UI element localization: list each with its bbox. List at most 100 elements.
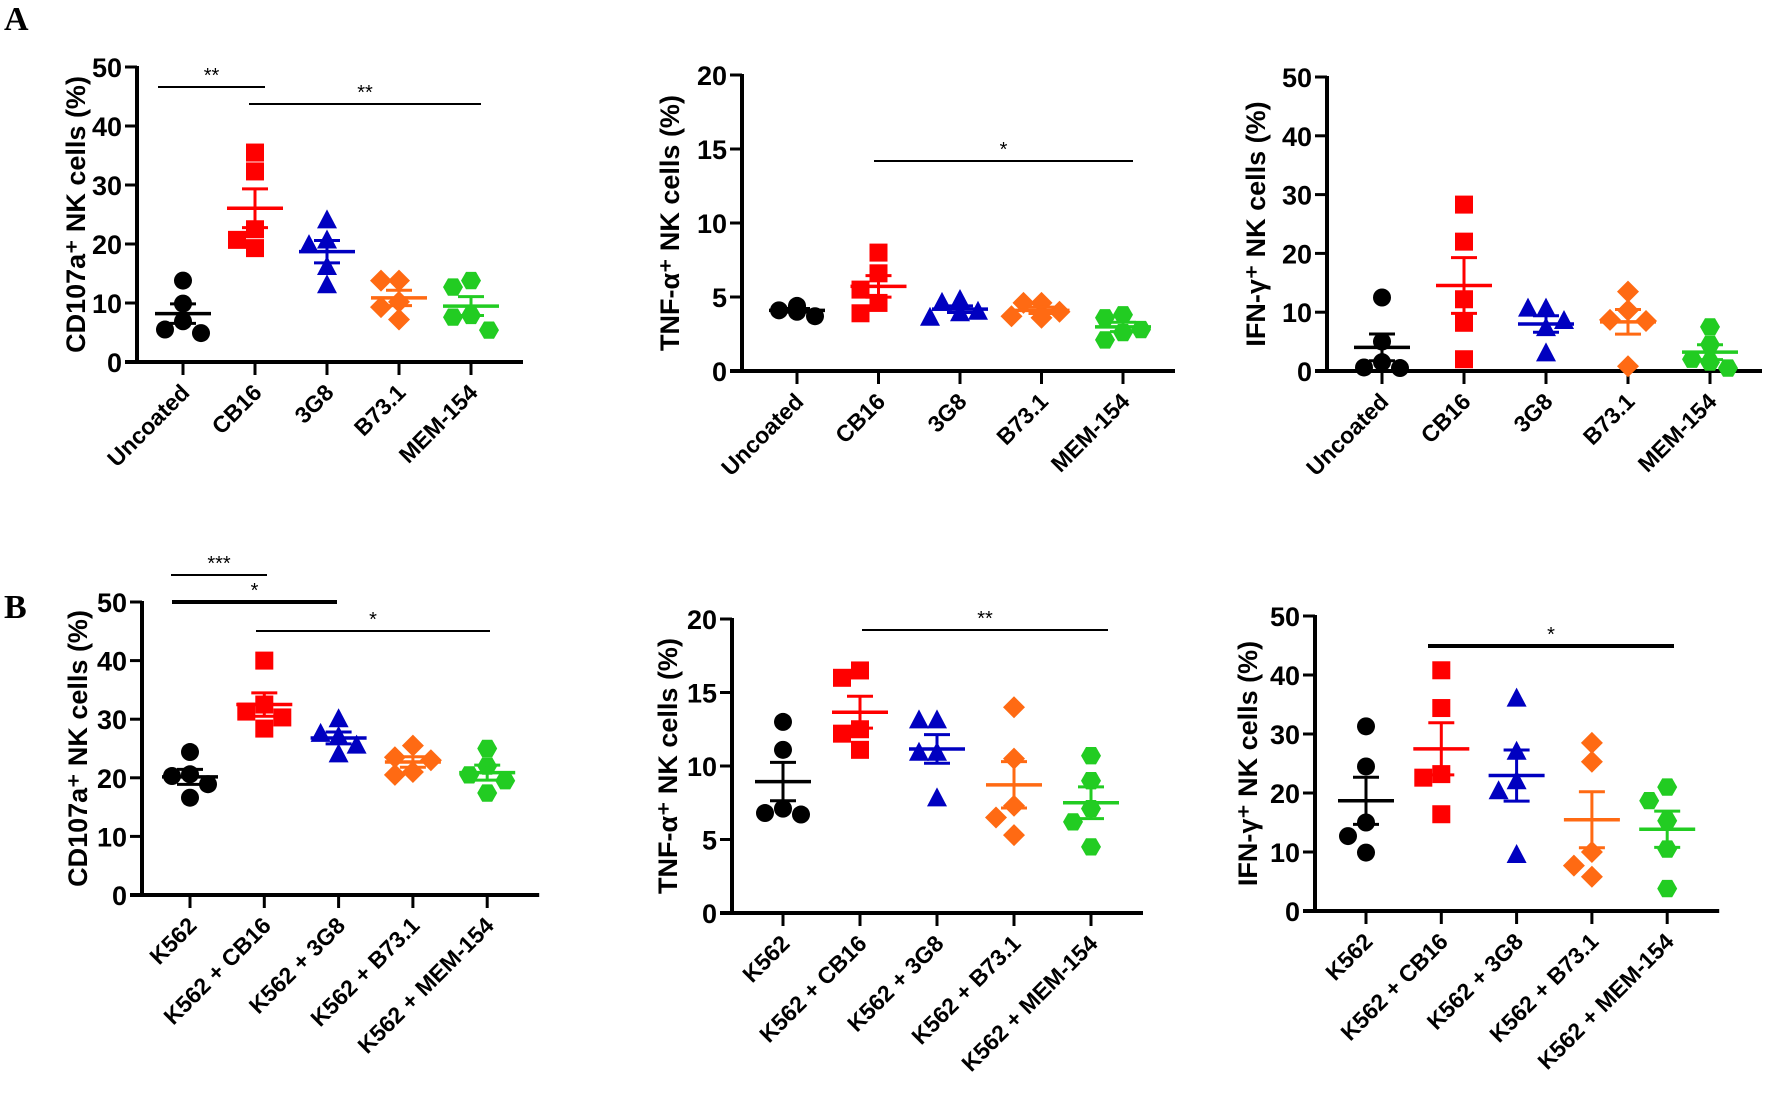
data-point-square: [1455, 232, 1473, 251]
data-point-triangle: [317, 229, 337, 249]
y-axis-label: CD107a⁺ NK cells (%): [61, 76, 91, 353]
y-tick-label: 50: [92, 53, 122, 83]
data-point-hexagon: [1657, 840, 1678, 858]
data-point-hexagon: [495, 772, 516, 790]
data-point-diamond: [1003, 696, 1025, 719]
x-tick-label: CB16: [830, 388, 890, 448]
y-tick-label: 0: [1285, 897, 1300, 927]
y-tick-label: 20: [697, 61, 727, 91]
data-point-square: [1432, 805, 1451, 824]
data-point-square: [1432, 661, 1451, 680]
data-point-square: [246, 162, 264, 181]
significance-label: *: [1547, 624, 1555, 646]
x-tick-label: CB16: [207, 379, 267, 439]
data-point-square: [246, 239, 264, 258]
data-point-diamond: [1562, 854, 1585, 877]
data-point-square: [228, 230, 246, 249]
data-point-square: [246, 220, 264, 239]
y-tick-label: 0: [107, 348, 122, 378]
data-point-circle: [199, 775, 217, 794]
y-axis-label: TNF-α⁺ NK cells (%): [655, 95, 685, 351]
data-point-diamond: [1580, 750, 1603, 773]
x-tick-label: 3G8: [289, 379, 338, 428]
data-point-hexagon: [443, 278, 463, 296]
data-point-square: [1455, 313, 1473, 332]
y-tick-label: 50: [97, 588, 127, 618]
data-point-triangle: [317, 274, 337, 294]
x-tick-label: K562 + MEM-154: [352, 912, 498, 1058]
y-axis-label: IFN-γ⁺ NK cells (%): [1233, 641, 1263, 886]
y-tick-label: 20: [97, 764, 127, 794]
data-point-hexagon: [1700, 353, 1720, 371]
y-tick-label: 0: [712, 357, 727, 387]
y-tick-label: 0: [702, 899, 717, 929]
data-point-diamond: [1580, 731, 1603, 754]
y-tick-label: 5: [702, 826, 717, 856]
x-tick-label: Uncoated: [716, 388, 808, 480]
x-tick-label: Uncoated: [102, 379, 194, 471]
data-point-diamond: [419, 749, 442, 772]
data-point-triangle: [927, 709, 947, 729]
data-point-diamond: [1617, 280, 1639, 303]
data-point-circle: [774, 740, 792, 759]
data-point-diamond: [985, 806, 1007, 829]
data-point-triangle: [909, 709, 929, 729]
significance-label: *: [369, 609, 377, 631]
x-tick-label: MEM-154: [1633, 388, 1722, 477]
data-point-square: [1414, 768, 1433, 787]
data-point-circle: [1357, 717, 1375, 736]
data-point-hexagon: [1081, 838, 1101, 856]
data-point-triangle: [328, 743, 349, 763]
data-point-triangle: [317, 256, 337, 276]
x-tick-label: B73.1: [991, 388, 1053, 450]
data-point-hexagon: [1639, 792, 1660, 810]
data-point-diamond: [1580, 865, 1603, 888]
data-point-circle: [181, 788, 199, 807]
y-tick-label: 50: [1270, 602, 1300, 632]
data-point-diamond: [383, 763, 406, 786]
y-axis-label: CD107a⁺ NK cells (%): [63, 610, 93, 887]
data-point-triangle: [1506, 687, 1527, 707]
data-point-diamond: [388, 308, 410, 331]
data-point-square: [1432, 699, 1451, 718]
chart-2: 0 5 10 15 20 TNF-α⁺ NK cells (%) Uncoated CB16 3…: [655, 61, 1175, 481]
y-tick-label: 15: [687, 679, 717, 709]
y-tick-label: 20: [1270, 779, 1300, 809]
data-point-diamond: [370, 269, 392, 292]
chart-3: 0 10 20 30 40 50 IFN-γ⁺ NK cells (%) Uncoated CB…: [1241, 63, 1762, 481]
data-point-triangle: [1536, 342, 1556, 362]
y-tick-label: 15: [697, 135, 727, 165]
data-point-hexagon: [1113, 306, 1133, 324]
data-point-hexagon: [1095, 331, 1115, 349]
x-tick-label: MEM-154: [1046, 388, 1135, 477]
data-point-square: [273, 708, 292, 727]
data-point-square: [255, 719, 274, 738]
y-tick-label: 10: [1270, 838, 1300, 868]
data-point-hexagon: [1063, 813, 1083, 831]
data-point-diamond: [401, 734, 424, 757]
y-tick-label: 40: [97, 647, 127, 677]
data-point-diamond: [1003, 747, 1025, 770]
y-tick-label: 10: [687, 752, 717, 782]
significance-label: **: [204, 65, 220, 87]
x-tick-label: 3G8: [1508, 388, 1557, 437]
data-point-triangle: [346, 734, 367, 754]
x-tick-label: CB16: [1416, 388, 1476, 448]
data-point-triangle: [1488, 780, 1509, 800]
data-point-triangle: [328, 708, 349, 728]
y-tick-label: 5: [712, 283, 727, 313]
data-point-square: [851, 661, 869, 680]
data-point-diamond: [1617, 355, 1639, 378]
y-tick-label: 20: [687, 605, 717, 635]
data-point-square: [237, 702, 256, 721]
data-point-square: [833, 724, 851, 743]
y-tick-label: 30: [1270, 720, 1300, 750]
y-tick-label: 20: [92, 230, 122, 260]
data-point-circle: [774, 712, 792, 731]
data-point-hexagon: [1700, 318, 1720, 336]
significance-label: *: [1000, 139, 1008, 161]
data-point-triangle: [317, 209, 337, 229]
y-tick-label: 10: [697, 209, 727, 239]
